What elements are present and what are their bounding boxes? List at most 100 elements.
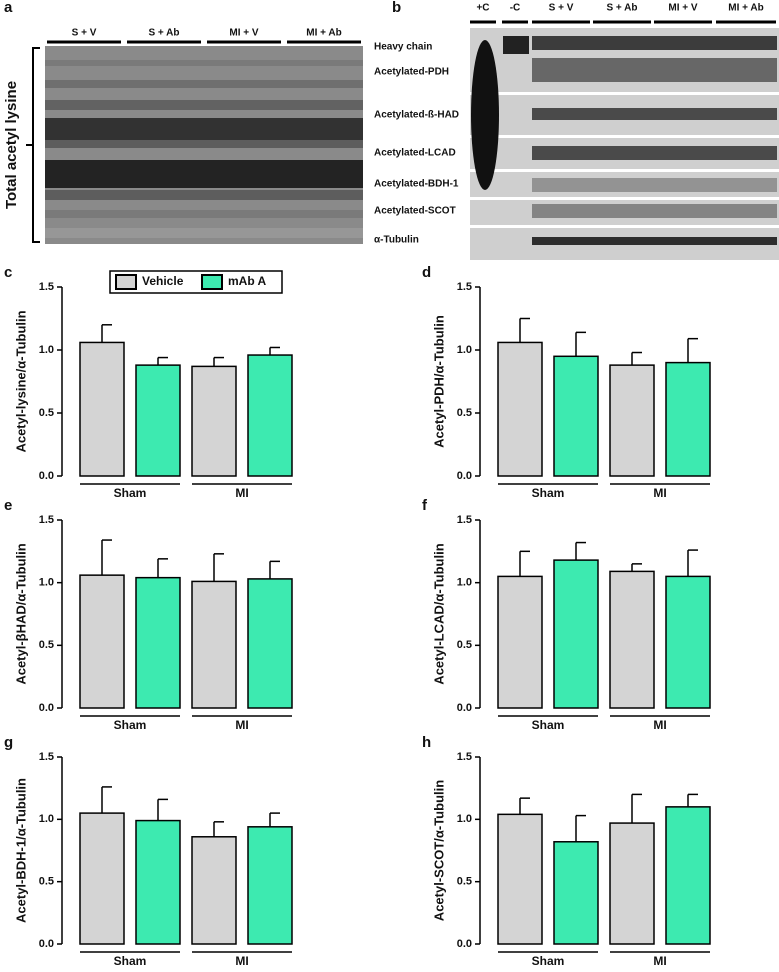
lane-label: MI + Ab: [306, 28, 341, 39]
y-tick-label: 0.5: [39, 876, 54, 888]
y-tick-label: 0.0: [39, 702, 54, 714]
bar: [665, 575, 711, 709]
bracket: [26, 47, 40, 243]
y-tick-label: 0.0: [457, 938, 472, 950]
legend-swatch: [201, 274, 223, 290]
y-tick-label: 0.5: [39, 407, 54, 419]
bar: [191, 580, 237, 709]
blot-band: [532, 108, 777, 120]
bar: [135, 364, 181, 477]
blot-band: [45, 228, 363, 238]
bar: [553, 355, 599, 477]
blot-b-bands: [470, 36, 779, 245]
blot-band: [45, 190, 363, 200]
row-label: Acetylated-ß-HAD: [374, 110, 459, 121]
y-tick-label: 1.5: [39, 751, 54, 763]
legend-box: [109, 270, 283, 294]
y-tick-label: 0.0: [457, 470, 472, 482]
bar: [497, 575, 543, 709]
row-gap: [470, 169, 779, 172]
blot-band: [45, 80, 363, 88]
blot-band: [532, 237, 777, 245]
bar: [79, 812, 125, 945]
lane-label: MI + V: [668, 3, 698, 14]
row-label: Acetylated-PDH: [374, 67, 449, 78]
y-axis-label: Acetyl-PDH/α-Tubulin: [431, 315, 446, 448]
blot-band: [45, 160, 363, 188]
bar: [247, 354, 293, 477]
bar: [609, 364, 655, 477]
y-axis-label: Acetyl-BDH-1/α-Tubulin: [13, 778, 28, 923]
y-tick-label: 0.5: [39, 639, 54, 651]
bar: [497, 341, 543, 477]
legend-label: Vehicle: [142, 274, 184, 288]
panel-label: c: [4, 264, 12, 281]
row-label: Acetylated-SCOT: [374, 206, 456, 217]
lane-label: S + V: [72, 28, 97, 39]
bar: [553, 841, 599, 945]
panel-label: a: [4, 0, 13, 16]
blot-band: [45, 100, 363, 110]
blot-band: [532, 36, 777, 50]
y-tick-label: 0.0: [457, 702, 472, 714]
blot-band: [471, 40, 499, 190]
x-tick-label: Sham: [114, 718, 147, 732]
lane-label: +C: [476, 3, 489, 14]
y-tick-label: 1.0: [39, 577, 54, 589]
y-tick-label: 1.5: [457, 281, 472, 293]
y-axis-label: Acetyl-βHAD/α-Tubulin: [13, 543, 28, 684]
panel-label: g: [4, 734, 13, 751]
x-tick-label: MI: [653, 954, 666, 968]
row-label: Acetylated-BDH-1: [374, 179, 459, 190]
x-tick-label: Sham: [114, 954, 147, 968]
y-tick-label: 1.0: [457, 813, 472, 825]
blot-band: [45, 118, 363, 140]
bar: [665, 806, 711, 945]
lane-label: MI + V: [229, 28, 259, 39]
lane-label: MI + Ab: [728, 3, 763, 14]
legend-label: mAb A: [228, 274, 267, 288]
x-tick-label: Sham: [114, 486, 147, 500]
blot-band: [532, 204, 777, 218]
y-tick-label: 1.0: [457, 344, 472, 356]
bar: [497, 813, 543, 945]
y-axis-label: Acetyl-SCOT/α-Tubulin: [431, 780, 446, 921]
row-gap: [470, 197, 779, 200]
panel-label: h: [422, 734, 431, 751]
y-tick-label: 0.0: [39, 938, 54, 950]
panel-label: d: [422, 264, 431, 281]
bar: [247, 578, 293, 709]
blot-a-label: Total acetyl lysine: [3, 81, 20, 209]
bar: [135, 576, 181, 709]
panel-label: f: [422, 497, 428, 514]
bar: [79, 574, 125, 709]
x-tick-label: MI: [235, 718, 248, 732]
bar: [609, 822, 655, 945]
y-tick-label: 0.5: [457, 407, 472, 419]
blot-band: [532, 58, 777, 82]
blot-band: [532, 178, 777, 192]
x-tick-label: MI: [235, 954, 248, 968]
lane-label: -C: [510, 3, 521, 14]
x-tick-label: MI: [653, 718, 666, 732]
x-tick-label: MI: [653, 486, 666, 500]
row-label: Acetylated-LCAD: [374, 148, 456, 159]
lane-label: S + Ab: [148, 28, 179, 39]
y-tick-label: 1.5: [39, 281, 54, 293]
x-tick-label: Sham: [532, 954, 565, 968]
y-tick-label: 1.5: [457, 751, 472, 763]
y-tick-label: 1.0: [457, 577, 472, 589]
y-tick-label: 1.0: [39, 344, 54, 356]
bar: [135, 819, 181, 945]
blot-a-bands: [45, 60, 363, 238]
blot-band: [45, 210, 363, 218]
bar: [79, 341, 125, 477]
y-tick-label: 1.5: [39, 514, 54, 526]
panel-label: e: [4, 497, 12, 514]
x-tick-label: Sham: [532, 718, 565, 732]
legend-swatch: [115, 274, 137, 290]
row-gap: [470, 92, 779, 95]
y-tick-label: 1.0: [39, 813, 54, 825]
y-tick-label: 0.0: [39, 470, 54, 482]
